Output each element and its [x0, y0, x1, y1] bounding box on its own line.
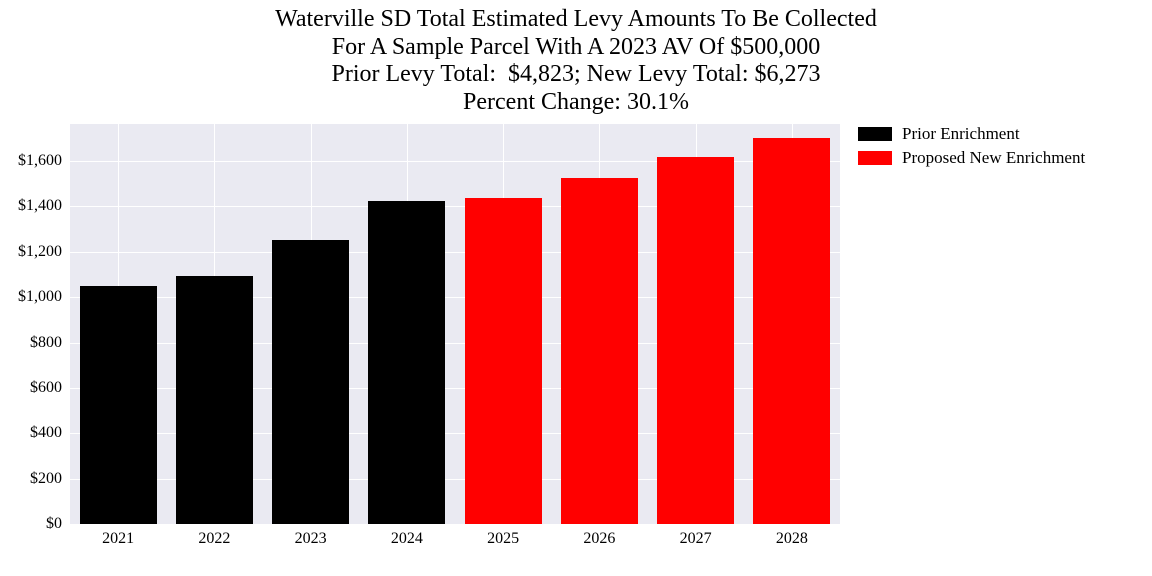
bar [368, 201, 445, 525]
bar [657, 157, 734, 524]
y-tick-label: $1,400 [18, 197, 70, 215]
title-line-1: Waterville SD Total Estimated Levy Amoun… [0, 6, 1152, 34]
x-tick-label: 2025 [487, 524, 519, 548]
title-line-3: Prior Levy Total: $4,823; New Levy Total… [0, 61, 1152, 89]
title-line-2: For A Sample Parcel With A 2023 AV Of $5… [0, 34, 1152, 62]
bar [272, 240, 349, 525]
y-tick-label: $1,200 [18, 243, 70, 261]
y-tick-label: $0 [46, 515, 70, 533]
bar [753, 138, 830, 524]
bar [80, 286, 157, 525]
legend-swatch [858, 127, 892, 141]
legend-item: Prior Enrichment [858, 124, 1085, 144]
x-tick-label: 2026 [583, 524, 615, 548]
bar [465, 198, 542, 524]
x-tick-label: 2028 [776, 524, 808, 548]
bar [561, 178, 638, 525]
gridline-h [70, 524, 840, 525]
y-tick-label: $200 [30, 470, 70, 488]
x-tick-label: 2021 [102, 524, 134, 548]
legend-label: Proposed New Enrichment [902, 148, 1085, 168]
plot-legend-row: $0$200$400$600$800$1,000$1,200$1,400$1,6… [0, 116, 1152, 524]
legend-swatch [858, 151, 892, 165]
legend-label: Prior Enrichment [902, 124, 1020, 144]
y-tick-label: $600 [30, 379, 70, 397]
legend-item: Proposed New Enrichment [858, 148, 1085, 168]
bar [176, 276, 253, 525]
y-tick-label: $1,600 [18, 152, 70, 170]
y-tick-label: $1,000 [18, 288, 70, 306]
x-tick-label: 2027 [680, 524, 712, 548]
y-tick-label: $400 [30, 424, 70, 442]
chart-container: Waterville SD Total Estimated Levy Amoun… [0, 0, 1152, 576]
chart-title: Waterville SD Total Estimated Levy Amoun… [0, 0, 1152, 116]
x-tick-label: 2023 [295, 524, 327, 548]
legend: Prior Enrichment Proposed New Enrichment [858, 124, 1085, 172]
title-line-4: Percent Change: 30.1% [0, 89, 1152, 117]
x-tick-label: 2022 [198, 524, 230, 548]
plot-area: $0$200$400$600$800$1,000$1,200$1,400$1,6… [70, 124, 840, 524]
x-tick-label: 2024 [391, 524, 423, 548]
y-tick-label: $800 [30, 334, 70, 352]
